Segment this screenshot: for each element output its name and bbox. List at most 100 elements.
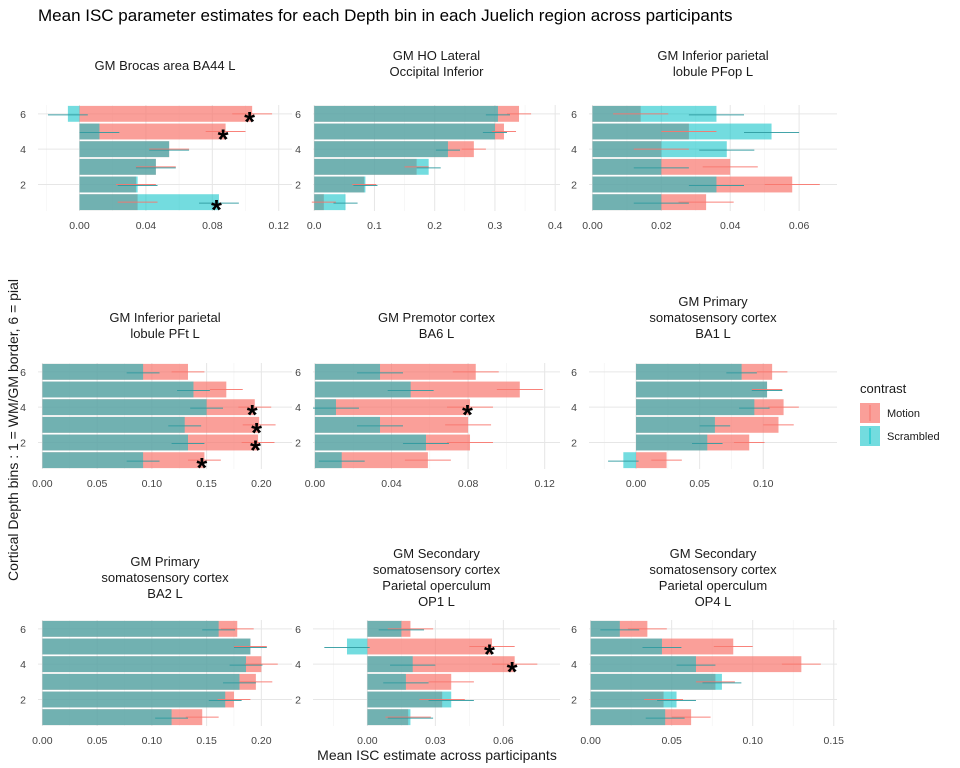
bar-scrambled xyxy=(314,381,411,398)
panel-title-line: lobule PFop L xyxy=(673,64,753,79)
bar-scrambled xyxy=(79,158,156,175)
bar-scrambled xyxy=(314,416,381,433)
x-tick-label: 0.12 xyxy=(269,220,290,232)
bar-scrambled xyxy=(42,691,226,708)
y-tick-label: 6 xyxy=(295,624,301,636)
x-tick-label: 0.10 xyxy=(142,478,163,490)
panel-title-line: OP4 L xyxy=(695,594,732,609)
panel-title-line: GM Secondary xyxy=(670,546,757,561)
y-tick-label: 6 xyxy=(295,109,301,121)
bar-scrambled xyxy=(314,123,495,140)
panel-title-line: somatosensory cortex xyxy=(649,310,777,325)
y-tick-label: 4 xyxy=(295,659,301,671)
y-tick-label: 4 xyxy=(295,144,301,156)
facet-panels: GM Brocas area BA44 L***0.00 0.04 0.08 0.12… xyxy=(20,48,844,747)
panel-title-line: GM Secondary xyxy=(393,546,480,561)
panel-1: GM Brocas area BA44 L * * * 0.00 0.04 0.08 0.12… xyxy=(20,58,292,232)
x-tick-label: 0.05 xyxy=(661,735,682,747)
x-tick-label: 0.00 xyxy=(357,735,378,747)
x-tick-label: 0.08 xyxy=(202,220,223,232)
bar-scrambled xyxy=(590,638,662,655)
x-tick-label: 0.00 xyxy=(69,220,90,232)
x-tick-label: 0.10 xyxy=(742,735,763,747)
x-tick-label: 0.15 xyxy=(824,735,845,747)
x-tick-label: 0.02 xyxy=(651,220,672,232)
bar-scrambled xyxy=(590,673,722,690)
y-tick-label: 2 xyxy=(295,180,301,192)
y-tick-label: 4 xyxy=(571,144,577,156)
bar-scrambled xyxy=(314,434,426,451)
x-tick-label: 0.00 xyxy=(580,735,601,747)
x-tick-label: 0.1 xyxy=(367,220,382,232)
bar-scrambled xyxy=(346,638,368,655)
significance-star: * xyxy=(196,452,207,483)
y-tick-label: 2 xyxy=(20,180,26,192)
panel-title-line: BA1 L xyxy=(695,326,730,341)
x-tick-label: 0.20 xyxy=(251,478,272,490)
y-tick-label: 2 xyxy=(295,695,301,707)
bar-scrambled xyxy=(314,363,381,380)
panel-title-line: OP1 L xyxy=(418,594,455,609)
significance-star: * xyxy=(211,194,222,225)
panel-title-line: somatosensory cortex xyxy=(101,570,229,585)
panel-title-line: somatosensory cortex xyxy=(649,562,777,577)
bar-scrambled xyxy=(590,656,696,673)
bar-scrambled xyxy=(367,620,402,637)
x-tick-label: 0.04 xyxy=(381,478,402,490)
bar-scrambled xyxy=(42,381,194,398)
bar-scrambled xyxy=(314,105,498,122)
bar-scrambled xyxy=(592,176,717,193)
y-tick-label: 2 xyxy=(20,438,26,450)
bar-scrambled xyxy=(314,141,448,158)
panel-title-line: GM Brocas area BA44 L xyxy=(95,58,236,73)
x-tick-label: 0.10 xyxy=(142,735,163,747)
bar-scrambled xyxy=(592,194,662,211)
significance-star: * xyxy=(251,417,262,448)
significance-star: * xyxy=(462,399,473,430)
y-tick-label: 6 xyxy=(571,367,577,379)
bar-scrambled xyxy=(367,656,413,673)
bar-scrambled xyxy=(636,416,715,433)
bar-scrambled xyxy=(314,176,366,193)
x-tick-label: 0.06 xyxy=(493,735,514,747)
bar-scrambled xyxy=(636,399,755,416)
y-tick-label: 4 xyxy=(571,659,577,671)
panel-title-line: BA6 L xyxy=(419,326,454,341)
bar-scrambled xyxy=(367,691,452,708)
y-tick-label: 2 xyxy=(295,438,301,450)
significance-star: * xyxy=(507,656,518,687)
panel-title-line: somatosensory cortex xyxy=(373,562,501,577)
legend: contrast Motion Scrambled xyxy=(860,381,940,446)
panel-title-line: BA2 L xyxy=(147,586,182,601)
significance-star: * xyxy=(244,106,255,137)
y-tick-label: 4 xyxy=(20,144,26,156)
y-tick-label: 4 xyxy=(20,402,26,414)
legend-label-motion: Motion xyxy=(887,408,920,420)
y-tick-label: 2 xyxy=(20,695,26,707)
y-tick-label: 6 xyxy=(20,624,26,636)
x-tick-label: 0.00 xyxy=(32,478,53,490)
y-tick-label: 4 xyxy=(295,402,301,414)
x-tick-label: 0.00 xyxy=(305,478,326,490)
bar-scrambled xyxy=(42,656,247,673)
panel-title-line: Parietal operculum xyxy=(382,578,490,593)
bar-scrambled xyxy=(636,363,742,380)
bar-scrambled xyxy=(79,141,170,158)
bar-scrambled xyxy=(590,620,620,637)
legend-items: Motion Scrambled xyxy=(860,403,940,446)
x-tick-label: 0.20 xyxy=(251,735,272,747)
x-tick-label: 0.06 xyxy=(789,220,810,232)
panel-title-line: Parietal operculum xyxy=(659,578,767,593)
x-tick-label: 0.0 xyxy=(307,220,322,232)
x-tick-label: 0.15 xyxy=(196,478,217,490)
bar-motion xyxy=(79,105,253,122)
y-axis-title: Cortical Depth bins : 1 = WM/GM border, … xyxy=(5,279,21,581)
significance-star: * xyxy=(250,435,261,466)
bar-scrambled xyxy=(314,452,342,469)
bar-scrambled xyxy=(590,691,677,708)
